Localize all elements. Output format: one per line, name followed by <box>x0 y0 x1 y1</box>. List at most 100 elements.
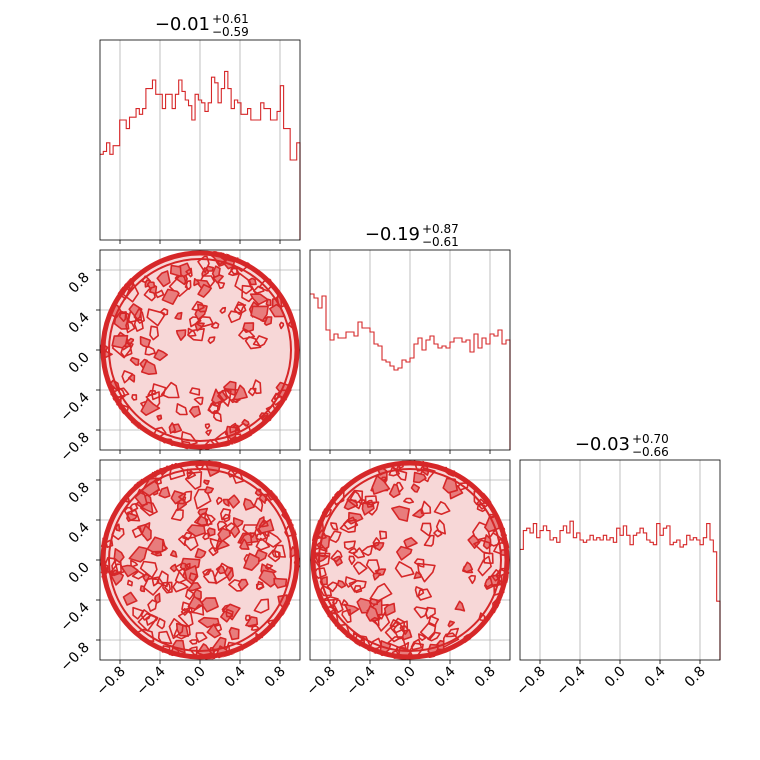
contour-blob <box>388 483 401 499</box>
contour-blob <box>336 579 347 589</box>
contour-blob <box>477 555 492 577</box>
contour-blob <box>264 530 282 548</box>
contour-blob <box>202 568 212 577</box>
contour-blob <box>250 625 260 631</box>
contour-blob <box>194 547 207 559</box>
contour-blob <box>210 321 220 329</box>
contour-blob <box>175 403 188 416</box>
contour-blob <box>144 344 156 356</box>
contour-blob <box>204 423 211 430</box>
contour-blob <box>129 356 140 366</box>
contour-blob <box>394 468 408 481</box>
contour-blob <box>370 616 380 627</box>
contour-blob <box>215 496 223 506</box>
y-tick-label: 0.4 <box>66 519 93 546</box>
contour-blob <box>403 536 418 549</box>
contour-ring <box>310 460 510 660</box>
contour-blob <box>258 569 279 588</box>
histogram-panel-1: −0.19 +0.87−0.61 <box>309 222 511 454</box>
histogram-title: −0.01 <box>155 14 210 35</box>
contour-blob <box>425 606 436 620</box>
contour-blob <box>234 272 253 295</box>
x-tick-label: −0.4 <box>553 663 588 698</box>
contour-blob <box>217 389 232 407</box>
contour-blob <box>111 387 130 399</box>
contour-blob <box>227 310 243 324</box>
contour-blob <box>187 327 205 342</box>
contour-blob <box>330 549 343 563</box>
contour-blob <box>208 546 219 557</box>
contour-blob <box>139 585 146 593</box>
contour-group <box>100 250 300 450</box>
x-tick-label: −0.8 <box>303 664 338 699</box>
contour-blob <box>267 549 281 563</box>
contour-blob <box>111 334 129 349</box>
title-median: −0.19 <box>365 224 420 245</box>
contour-blob <box>348 555 356 566</box>
x-tick-label: 0.8 <box>682 664 709 691</box>
contour-blob <box>442 632 460 649</box>
contour-blob <box>263 316 273 326</box>
contour-blob <box>104 556 119 577</box>
contour-blob <box>153 349 168 362</box>
contour-blob <box>341 608 352 624</box>
contour-blob <box>197 283 213 298</box>
contour-blob <box>184 471 203 490</box>
x-tick-label: 0.4 <box>642 663 669 690</box>
contour-blob <box>220 507 232 521</box>
contour-blob <box>467 534 481 549</box>
contour-blob <box>244 614 251 622</box>
contour-blob <box>156 570 169 588</box>
contour-blob <box>141 524 152 542</box>
contour-blob <box>454 600 466 612</box>
contour-blob <box>203 569 218 584</box>
contour-blob <box>137 612 158 632</box>
contour-blob <box>252 379 262 395</box>
contour-blob <box>149 325 159 341</box>
x-tick-label: 0.4 <box>222 663 249 690</box>
contour-blob <box>213 410 222 423</box>
contour-blob <box>156 617 166 630</box>
contour-blob <box>330 522 339 531</box>
y-tick-label: 0.0 <box>66 560 93 587</box>
contour-blob <box>394 560 415 578</box>
contour-blob <box>158 486 171 499</box>
contour-blob <box>360 544 374 557</box>
contour-blob <box>253 598 270 614</box>
contour-blob <box>193 396 204 406</box>
contour-blob <box>250 305 269 322</box>
contour-blob <box>174 567 188 584</box>
contour-blob <box>244 336 262 350</box>
contour-blob <box>410 638 423 651</box>
contour-blob <box>184 279 192 291</box>
contour-blob <box>204 486 214 495</box>
contour-blob <box>169 549 178 558</box>
contour-blob <box>187 582 202 592</box>
contour-blob <box>371 474 391 495</box>
contour-blob <box>372 572 382 581</box>
contour-blob <box>191 604 205 616</box>
contour-blob <box>462 561 474 573</box>
contour-blob <box>369 582 393 602</box>
contour-blob <box>133 307 145 324</box>
contour-blob <box>182 531 193 541</box>
contour-blob <box>120 564 139 578</box>
contour-blob <box>390 617 406 634</box>
contour-blob <box>239 538 250 551</box>
contour-blob <box>420 500 432 515</box>
contour-blob <box>152 426 167 438</box>
contour-blob <box>168 273 189 298</box>
contour-blob <box>195 315 214 328</box>
contour-blob <box>227 494 241 509</box>
contour-blob <box>131 570 145 580</box>
contour-blob <box>146 536 164 553</box>
y-tick-label: −0.8 <box>57 430 92 465</box>
contour-blob <box>348 579 367 593</box>
contour-blob <box>216 520 228 532</box>
y-tick-label: 0.0 <box>66 350 93 377</box>
contour-blob <box>417 633 427 642</box>
histogram-panel-0: −0.01 +0.61−0.59 <box>99 12 301 244</box>
contour-blob <box>417 588 433 601</box>
contour-blob <box>427 631 441 642</box>
title-median: −0.03 <box>575 434 630 455</box>
